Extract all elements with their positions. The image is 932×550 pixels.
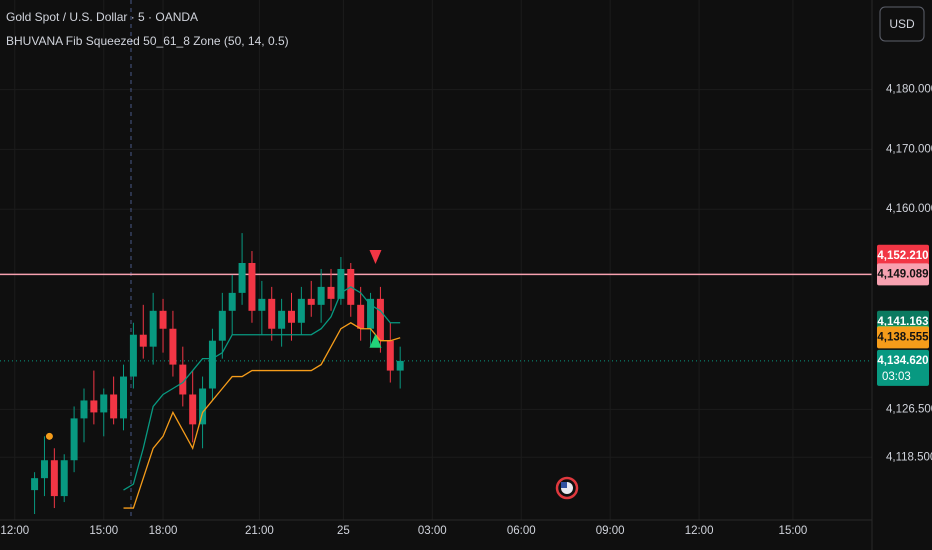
candle-body <box>199 388 207 425</box>
candle-body <box>268 298 276 329</box>
candle-body <box>238 262 246 293</box>
candle-body <box>110 394 118 419</box>
indicator-line <box>123 321 401 509</box>
x-tick-label: 15:00 <box>89 525 118 537</box>
event-flag <box>555 476 579 500</box>
price-tag-label: 4,152.210 <box>877 250 928 262</box>
candle-body <box>258 298 266 311</box>
candle-body <box>327 286 335 299</box>
candle-body <box>80 400 88 419</box>
candle-body <box>248 262 256 311</box>
x-tick-label: 12:00 <box>685 525 714 537</box>
price-tag-label: 4,138.555 <box>877 331 929 343</box>
candle-body <box>139 334 147 347</box>
candle-body <box>208 340 216 389</box>
currency-label[interactable]: USD <box>889 17 915 31</box>
price-tags: 4,152.2104,149.0894,141.1634,138.6504,13… <box>877 244 929 386</box>
candle-body <box>149 310 157 347</box>
candle-body <box>396 360 404 371</box>
signal-dot <box>45 432 53 440</box>
candle-body <box>297 298 305 323</box>
candle-body <box>367 298 375 329</box>
indicator-name: BHUVANA Fib Squeezed 50_61_8 Zone (50, 1… <box>6 34 289 48</box>
candle-body <box>337 268 345 299</box>
x-tick-label: 06:00 <box>507 525 536 537</box>
candle-body <box>189 394 197 425</box>
buy-signal <box>369 333 382 348</box>
y-tick-label: 4,118.500 <box>886 451 932 463</box>
candle-body <box>228 292 236 311</box>
candle-body <box>307 298 315 305</box>
x-tick-label: 03:00 <box>418 525 447 537</box>
price-tag-box <box>877 349 929 386</box>
candle-body <box>60 460 68 497</box>
candle-body <box>129 334 137 377</box>
candle-body <box>386 340 394 371</box>
candle-body <box>100 394 108 413</box>
candle-body <box>357 304 365 329</box>
price-tag-box <box>877 244 929 267</box>
x-tick-label: 12:00 <box>0 525 29 537</box>
sell-signal <box>369 250 382 265</box>
x-tick-label: 25 <box>337 525 350 537</box>
x-tick-label: 18:00 <box>149 525 178 537</box>
candle-body <box>169 328 177 365</box>
grid <box>0 0 872 520</box>
y-tick-label: 4,170.000 <box>886 143 932 155</box>
y-tick-label: 4,126.500 <box>886 403 932 415</box>
candle-body <box>218 310 226 341</box>
y-tick-label: 4,180.000 <box>886 84 932 96</box>
plot-area <box>0 233 872 515</box>
candle-body <box>50 460 58 497</box>
chart-title: Gold Spot / U.S. Dollar · 5 · OANDA <box>6 10 198 24</box>
candle-body <box>179 364 187 395</box>
axes: 4,180.000 4,170.000 4,160.000 4,126.500 4,11… <box>0 84 932 537</box>
candle-body <box>31 478 39 491</box>
price-tag-label: 4,141.163 <box>877 316 928 328</box>
x-tick-label: 09:00 <box>596 525 625 537</box>
candle-body <box>287 310 295 323</box>
candle-body <box>120 376 128 419</box>
indicator-line <box>123 286 401 491</box>
price-tag-box <box>877 326 929 349</box>
candle-body <box>317 286 325 305</box>
candle-body <box>159 310 167 329</box>
price-tag-label: 4,134.620 <box>877 355 928 367</box>
candle-body <box>40 460 48 479</box>
countdown: 03:03 <box>882 371 911 383</box>
candle-body <box>90 400 98 413</box>
price-tag-label: 4,149.089 <box>877 268 928 280</box>
price-tag-box <box>877 263 929 286</box>
candle-body <box>278 310 286 329</box>
x-tick-label: 15:00 <box>779 525 808 537</box>
candle-body <box>376 298 384 341</box>
currency-button[interactable] <box>879 6 925 42</box>
x-tick-label: 21:00 <box>245 525 274 537</box>
y-tick-label: 4,160.000 <box>886 203 932 215</box>
candle-body <box>70 418 78 461</box>
